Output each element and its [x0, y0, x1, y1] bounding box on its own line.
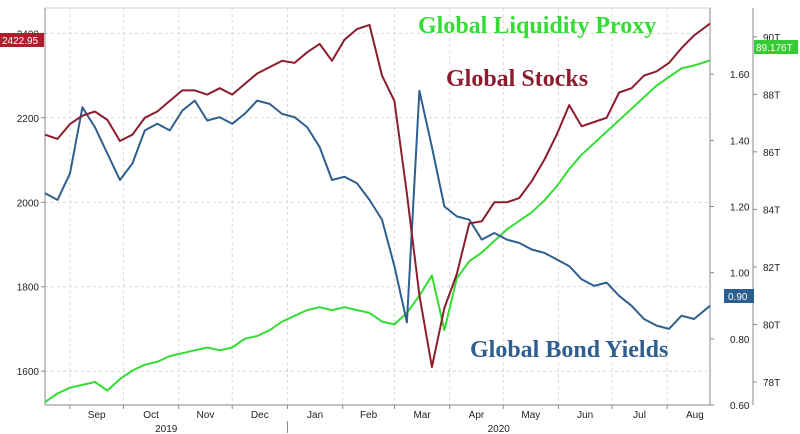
annotation-liquidity: Global Liquidity Proxy	[418, 13, 656, 39]
x-tick-label: Sep	[88, 410, 106, 421]
year-label: 2020	[488, 424, 511, 434]
right-outer-tick-label: 86T	[763, 148, 780, 159]
left-tick-label: 1600	[17, 367, 40, 378]
badge-bonds: 0.90	[724, 289, 754, 303]
year-label: 2019	[155, 424, 178, 434]
right-outer-tick-label: 82T	[763, 263, 780, 274]
annotation-stocks: Global Stocks	[446, 66, 588, 92]
right-inner-tick-label: 0.80	[730, 335, 750, 346]
x-tick-label: Aug	[686, 410, 704, 421]
x-tick-label: Feb	[360, 410, 378, 421]
right-outer-tick-label: 80T	[763, 320, 780, 331]
badge-stocks-text: 2422.95	[2, 36, 39, 47]
right-inner-tick-label: 1.40	[730, 136, 750, 147]
right-outer-tick-label: 90T	[763, 33, 780, 44]
x-tick-label: Nov	[197, 410, 215, 421]
bond-yields-line	[44, 89, 711, 330]
x-tick-label: Dec	[251, 410, 269, 421]
right-inner-tick-label: 1.60	[730, 70, 750, 81]
right-inner-tick-label: 0.60	[730, 401, 750, 412]
stocks-line	[44, 22, 711, 368]
x-tick-label: Jun	[577, 410, 593, 421]
badge-liquidity: 89.176T	[754, 40, 798, 54]
annotation-bonds: Global Bond Yields	[470, 337, 668, 363]
left-tick-label: 2200	[17, 114, 40, 125]
left-tick-label: 2000	[17, 198, 40, 209]
right-inner-tick-label: 1.00	[730, 269, 750, 280]
grid	[41, 8, 757, 433]
tick-labels: 160018002000220024000.600.801.001.201.40…	[17, 29, 780, 434]
x-tick-label: Jan	[307, 410, 323, 421]
liquidity-line	[44, 59, 711, 403]
right-outer-tick-label: 84T	[763, 205, 780, 216]
x-tick-label: May	[521, 410, 540, 421]
x-tick-label: Oct	[143, 410, 159, 421]
badge-bonds-text: 0.90	[728, 292, 748, 303]
right-inner-tick-label: 1.20	[730, 203, 750, 214]
badge-liquidity-bg	[754, 40, 798, 54]
series-lines	[44, 22, 711, 403]
badge-stocks-bg	[0, 33, 44, 47]
right-outer-tick-label: 88T	[763, 90, 780, 101]
x-tick-label: Jul	[633, 410, 646, 421]
badge-bonds-bg	[724, 289, 754, 303]
badge-stocks: 2422.95	[0, 33, 44, 47]
badge-liquidity-text: 89.176T	[756, 43, 793, 54]
x-tick-label: Apr	[469, 410, 485, 421]
left-tick-label: 1800	[17, 283, 40, 294]
axes	[44, 8, 754, 406]
x-tick-label: Mar	[413, 410, 431, 421]
right-outer-tick-label: 78T	[763, 378, 780, 389]
